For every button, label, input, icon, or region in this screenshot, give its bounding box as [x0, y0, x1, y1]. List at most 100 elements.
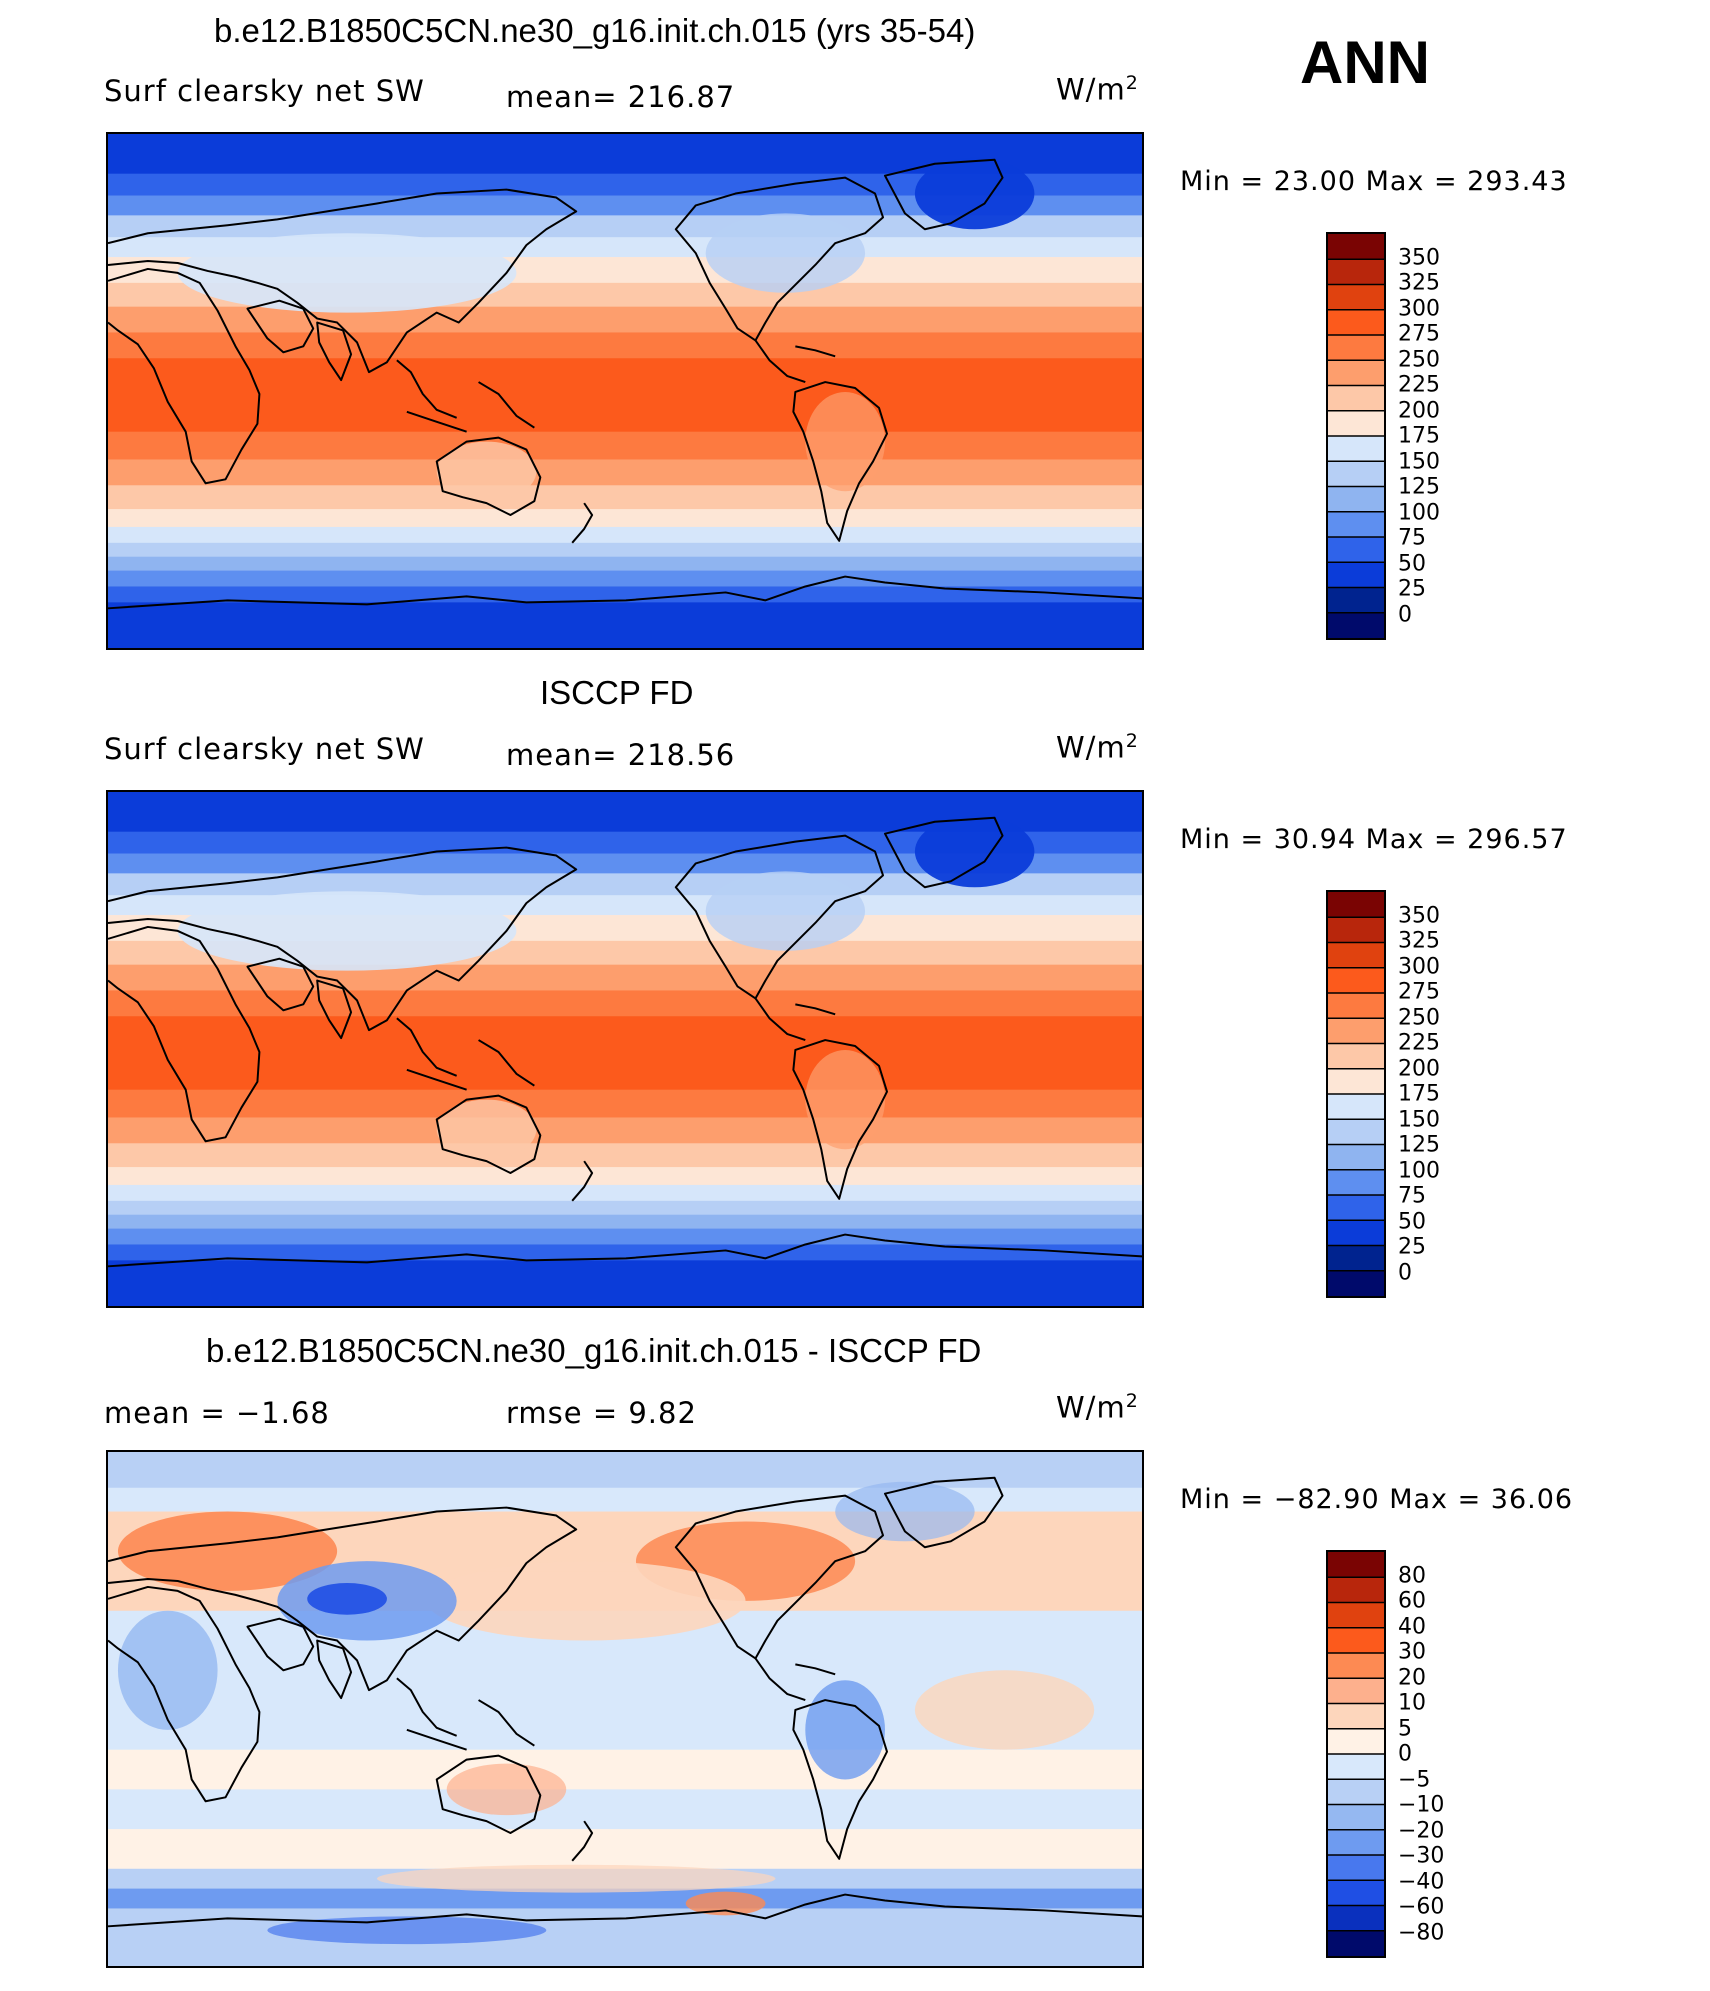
- coastline: [108, 188, 578, 374]
- colorbar-tick-label: 10: [1398, 1690, 1426, 1716]
- field-patch: [307, 1582, 387, 1615]
- coastline: [108, 575, 1142, 610]
- coastline: [406, 1068, 467, 1091]
- colorbar-tick-label: 50: [1398, 551, 1426, 576]
- colorbar-tick-label: 75: [1398, 525, 1426, 551]
- coastline: [396, 1017, 458, 1077]
- colorbar-box: [1328, 1018, 1384, 1044]
- field-patch: [805, 1049, 885, 1150]
- field-patch: [117, 1610, 218, 1730]
- colorbar-box: [1328, 942, 1384, 969]
- field-patch: [705, 871, 866, 951]
- colorbar-tick-label: 60: [1398, 1588, 1426, 1614]
- coastline: [316, 1639, 353, 1700]
- colorbar-tick-label: 250: [1398, 347, 1440, 372]
- coastline: [674, 834, 884, 1000]
- panel3-colorbar: [1326, 1550, 1386, 1958]
- panel1-units: W/m2: [1056, 72, 1139, 107]
- colorbar-box: [1328, 1245, 1384, 1272]
- colorbar-box: [1328, 1905, 1384, 1932]
- coastline: [396, 1677, 458, 1737]
- colorbar-tick-label: 325: [1398, 928, 1440, 954]
- colorbar-box: [1328, 284, 1384, 311]
- field-patch: [805, 391, 885, 492]
- field-band: [108, 1487, 1142, 1513]
- coastline: [792, 381, 888, 542]
- colorbar-tick-label: 50: [1398, 1209, 1426, 1234]
- colorbar-tick-label: 300: [1398, 954, 1440, 979]
- panel2-title: ISCCP FD: [540, 674, 694, 711]
- coastline: [792, 1039, 888, 1200]
- coastline: [795, 345, 836, 358]
- colorbar-tick-label: 175: [1398, 423, 1440, 449]
- coastline: [435, 436, 542, 517]
- colorbar-box: [1328, 537, 1384, 563]
- coastline: [108, 267, 261, 485]
- colorbar-box: [1328, 1144, 1384, 1171]
- panel2-variable: Surf clearsky net SW: [104, 732, 425, 766]
- season-label: ANN: [1300, 29, 1430, 96]
- colorbar-box: [1328, 1577, 1384, 1603]
- colorbar-box: [1328, 612, 1384, 638]
- colorbar-box: [1328, 917, 1384, 943]
- colorbar-tick-label: −40: [1398, 1869, 1445, 1894]
- colorbar-tick-label: 125: [1398, 1132, 1440, 1158]
- colorbar-tick-label: 100: [1398, 1158, 1440, 1183]
- field-band: [108, 1749, 1142, 1790]
- colorbar-tick-label: 100: [1398, 500, 1440, 525]
- colorbar-box: [1328, 511, 1384, 538]
- colorbar-tick-label: 150: [1398, 449, 1440, 474]
- coastline: [316, 321, 353, 382]
- colorbar-box: [1328, 234, 1384, 260]
- colorbar-tick-label: −10: [1398, 1792, 1445, 1818]
- colorbar-tick-label: 275: [1398, 321, 1440, 347]
- colorbar-tick-label: 325: [1398, 270, 1440, 296]
- colorbar-box: [1328, 1653, 1384, 1679]
- colorbar-box: [1328, 1754, 1384, 1780]
- colorbar-tick-label: 225: [1398, 1030, 1440, 1056]
- panel2-minmax: Min = 30.94 Max = 296.57: [1180, 824, 1568, 855]
- field-band: [108, 853, 1142, 874]
- field-patch: [267, 1916, 547, 1945]
- coastline: [754, 997, 806, 1042]
- colorbar-box: [1328, 1119, 1384, 1145]
- colorbar-tick-label: −80: [1398, 1920, 1445, 1945]
- field-band: [108, 306, 1142, 333]
- colorbar-box: [1328, 892, 1384, 918]
- field-patch: [835, 1481, 975, 1542]
- coastline: [406, 1728, 467, 1751]
- colorbar-box: [1328, 1043, 1384, 1070]
- panel2-mean: mean= 218.56: [506, 738, 736, 772]
- colorbar-tick-label: 25: [1398, 1234, 1426, 1260]
- field-patch: [177, 891, 517, 971]
- coastline: [406, 410, 467, 433]
- panel1-minmax: Min = 23.00 Max = 293.43: [1180, 166, 1568, 197]
- colorbar-tick-label: 275: [1398, 979, 1440, 1005]
- colorbar-box: [1328, 1602, 1384, 1629]
- colorbar-tick-label: 150: [1398, 1107, 1440, 1132]
- coastline: [674, 176, 884, 342]
- panel3-mean: mean = −1.68: [104, 1396, 330, 1430]
- colorbar-tick-label: 0: [1398, 1741, 1412, 1767]
- colorbar-tick-label: 20: [1398, 1665, 1426, 1690]
- coastline: [478, 381, 535, 429]
- coastline: [795, 1663, 836, 1676]
- field-band: [108, 602, 1142, 648]
- field-patch: [914, 815, 1035, 888]
- field-patch: [805, 1680, 885, 1780]
- colorbar-box: [1328, 486, 1384, 513]
- field-band: [108, 509, 1142, 528]
- coastline: [246, 1617, 315, 1672]
- coastline: [108, 1893, 1142, 1928]
- field-band: [108, 1829, 1142, 1870]
- field-band: [108, 173, 1142, 197]
- coastline: [108, 846, 578, 1032]
- coastline: [571, 1160, 594, 1202]
- coastline: [478, 1699, 535, 1747]
- coastline: [108, 925, 261, 1143]
- field-patch: [376, 1864, 776, 1893]
- field-band: [108, 526, 1142, 544]
- coastline: [316, 979, 353, 1040]
- colorbar-tick-label: 30: [1398, 1639, 1426, 1665]
- colorbar-box: [1328, 436, 1384, 462]
